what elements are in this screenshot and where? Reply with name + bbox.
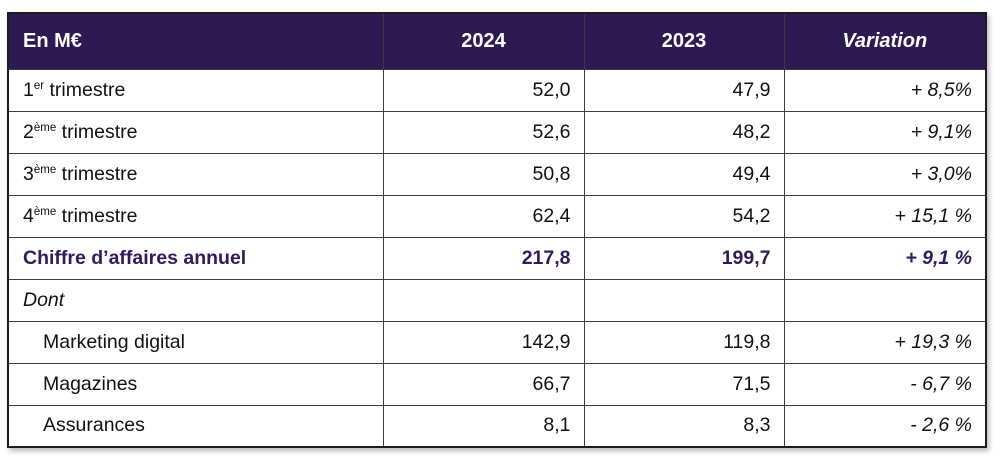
value-2024-cell: 50,8 xyxy=(382,152,585,196)
row-label-cell: Dont xyxy=(7,278,384,322)
table-row-q1: 1er trimestre 52,0 47,9 + 8,5% xyxy=(7,68,987,112)
row-label: 4 xyxy=(23,204,34,227)
value-2024-cell: 142,9 xyxy=(382,320,585,364)
row-label-cell: Chiffre d’affaires annuel xyxy=(7,236,384,280)
value-2023-cell: 49,4 xyxy=(583,152,785,196)
variation-cell: + 8,5% xyxy=(783,68,987,112)
revenue-table: En M€ 2024 2023 Variation 1er trimestre … xyxy=(7,12,987,448)
row-label: Chiffre d’affaires annuel xyxy=(23,246,247,269)
value-2023-cell xyxy=(583,278,785,322)
table-row-dont: Dont xyxy=(7,278,987,322)
header-2024: 2024 xyxy=(382,12,585,70)
value-2023-cell: 119,8 xyxy=(583,320,785,364)
value-2024-cell: 62,4 xyxy=(382,194,585,238)
variation-cell: - 6,7 % xyxy=(783,362,987,406)
ordinal-sup: ème xyxy=(33,163,57,176)
row-label: 1 xyxy=(23,78,34,101)
table-body: 1er trimestre 52,0 47,9 + 8,5% 2ème trim… xyxy=(7,68,987,448)
value-2024-cell: 217,8 xyxy=(382,236,585,280)
value-2023-cell: 8,3 xyxy=(583,404,785,448)
row-label: 2 xyxy=(23,120,34,143)
row-label: Assurances xyxy=(43,414,145,437)
table-row-marketing-digital: Marketing digital 142,9 119,8 + 19,3 % xyxy=(7,320,987,364)
value-2023-cell: 47,9 xyxy=(583,68,785,112)
value-2024-cell: 66,7 xyxy=(382,362,585,406)
row-label-rest: trimestre xyxy=(44,78,126,101)
value-2024-cell: 8,1 xyxy=(382,404,585,448)
variation-cell: + 15,1 % xyxy=(783,194,987,238)
row-label-cell: Magazines xyxy=(7,362,384,406)
header-row: En M€ 2024 2023 Variation xyxy=(7,12,987,70)
table-row-magazines: Magazines 66,7 71,5 - 6,7 % xyxy=(7,362,987,406)
table-row-assurances: Assurances 8,1 8,3 - 2,6 % xyxy=(7,404,987,448)
value-2024-cell xyxy=(382,278,585,322)
variation-cell: - 2,6 % xyxy=(783,404,987,448)
row-label: 3 xyxy=(23,162,34,185)
variation-cell: + 3,0% xyxy=(783,152,987,196)
row-label-cell: 3ème trimestre xyxy=(7,152,384,196)
row-label: Marketing digital xyxy=(43,330,185,353)
table-row-q4: 4ème trimestre 62,4 54,2 + 15,1 % xyxy=(7,194,987,238)
row-label-cell: 2ème trimestre xyxy=(7,110,384,154)
variation-cell: + 9,1% xyxy=(783,110,987,154)
row-label: Magazines xyxy=(43,372,138,395)
row-label-cell: 1er trimestre xyxy=(7,68,384,112)
value-2023-cell: 48,2 xyxy=(583,110,785,154)
table-row-annual-total: Chiffre d’affaires annuel 217,8 199,7 + … xyxy=(7,236,987,280)
table-row-q2: 2ème trimestre 52,6 48,2 + 9,1% xyxy=(7,110,987,154)
ordinal-sup: ème xyxy=(33,205,57,218)
value-2023-cell: 199,7 xyxy=(583,236,785,280)
row-label-cell: Marketing digital xyxy=(7,320,384,364)
ordinal-sup: er xyxy=(33,79,45,92)
row-label-rest: trimestre xyxy=(56,204,138,227)
variation-cell: + 19,3 % xyxy=(783,320,987,364)
header-unit: En M€ xyxy=(7,12,384,70)
value-2024-cell: 52,0 xyxy=(382,68,585,112)
table-row-q3: 3ème trimestre 50,8 49,4 + 3,0% xyxy=(7,152,987,196)
ordinal-sup: ème xyxy=(33,121,57,134)
header-variation: Variation xyxy=(783,12,987,70)
row-label-rest: trimestre xyxy=(56,120,138,143)
revenue-table-container: En M€ 2024 2023 Variation 1er trimestre … xyxy=(7,12,987,448)
variation-cell xyxy=(783,278,987,322)
row-label-cell: 4ème trimestre xyxy=(7,194,384,238)
variation-cell: + 9,1 % xyxy=(783,236,987,280)
table-header: En M€ 2024 2023 Variation xyxy=(7,12,987,70)
value-2023-cell: 54,2 xyxy=(583,194,785,238)
header-2023: 2023 xyxy=(583,12,785,70)
value-2023-cell: 71,5 xyxy=(583,362,785,406)
row-label-cell: Assurances xyxy=(7,404,384,448)
row-label-rest: trimestre xyxy=(56,162,138,185)
value-2024-cell: 52,6 xyxy=(382,110,585,154)
row-label: Dont xyxy=(23,288,65,311)
